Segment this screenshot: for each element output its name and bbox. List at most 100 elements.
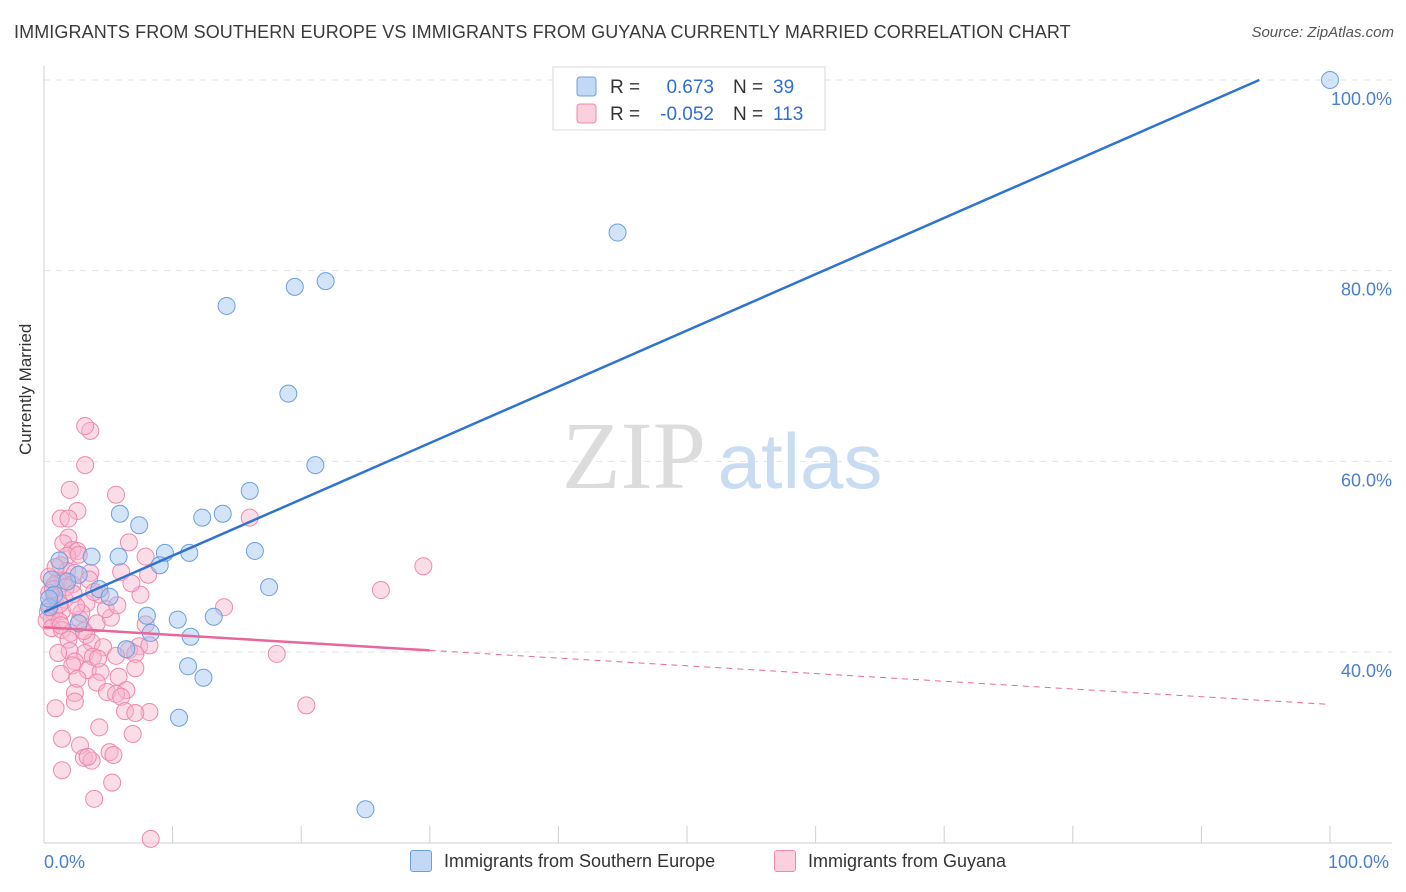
guyana-point (76, 456, 95, 475)
southern-europe-point (69, 565, 88, 584)
guyana-point (81, 421, 100, 440)
guyana-point (60, 480, 79, 499)
southern-europe-point (109, 547, 128, 566)
southern-europe-point (69, 614, 88, 633)
guyana-point (85, 789, 104, 808)
guyana-point (371, 581, 390, 600)
southern-europe-points (40, 71, 1339, 819)
guyana-point (107, 684, 126, 703)
legend-top: R = 0.673 N = 39 R = -0.052 N = 113 (552, 66, 826, 131)
guyana-point (51, 664, 70, 683)
southern-europe-point (110, 504, 129, 523)
southern-europe-point (168, 610, 187, 629)
legend-item-guyana[interactable]: Immigrants from Guyana (774, 850, 1006, 872)
legend-n-label: N = (733, 104, 763, 125)
guyana-point (59, 630, 78, 649)
legend-top-box (552, 66, 826, 131)
southern-europe-point (245, 541, 264, 560)
southern-europe-point (260, 578, 279, 597)
legend-item-southern-europe[interactable]: Immigrants from Southern Europe (410, 850, 715, 872)
legend-r-value: 0.673 (666, 77, 714, 98)
guyana-point (58, 561, 77, 580)
guyana-point (112, 687, 131, 706)
southern-europe-point (82, 547, 101, 566)
southern-europe-point (40, 589, 59, 608)
trend-line-guyana (43, 625, 430, 652)
trend-line-guyana-extension (429, 649, 1331, 705)
guyana-point (89, 649, 108, 668)
y-tick-label: 40.0% (1341, 661, 1392, 681)
southern-europe-point (204, 607, 223, 626)
legend-r-label: R = (610, 77, 640, 98)
y-tick-label: 100.0% (1331, 89, 1392, 109)
guyana-point (46, 699, 65, 718)
watermark: ZIP atlas (562, 402, 882, 509)
guyana-point (51, 616, 70, 635)
southern-europe-point (608, 223, 627, 242)
guyana-point (76, 417, 95, 436)
y-tick-label: 80.0% (1341, 280, 1392, 300)
guyana-point (107, 646, 126, 665)
guyana-point (51, 509, 70, 528)
guyana-point (90, 718, 109, 737)
guyana-point (63, 540, 82, 559)
southern-europe-point (356, 800, 375, 819)
southern-europe-point (130, 516, 149, 535)
guyana-point (297, 696, 316, 715)
legend-n-value: 113 (773, 104, 803, 125)
guyana-point (53, 761, 72, 780)
chart-title: IMMIGRANTS FROM SOUTHERN EUROPE VS IMMIG… (14, 22, 1071, 42)
southern-europe-point (1321, 71, 1339, 89)
southern-europe-point (193, 508, 212, 527)
guyana-point (53, 729, 72, 748)
legend-label-guyana: Immigrants from Guyana (808, 850, 1007, 871)
guyana-point (103, 773, 122, 792)
guyana-point (126, 644, 145, 663)
guyana-point (68, 501, 87, 520)
guyana-point (78, 747, 97, 766)
gridlines (44, 79, 1392, 653)
guyana-point (65, 692, 84, 711)
guyana-point (119, 533, 138, 552)
legend-label-southern-europe: Immigrants from Southern Europe (444, 850, 716, 871)
guyana-point (109, 667, 128, 686)
legend-r-value: -0.052 (660, 104, 714, 125)
legend-n-value: 39 (773, 77, 794, 98)
x-tick-left: 0.0% (44, 852, 86, 872)
guyana-point (59, 509, 78, 528)
southern-europe-point (179, 657, 198, 676)
watermark-atlas: atlas (718, 417, 883, 505)
x-tick-right: 100.0% (1328, 852, 1390, 872)
guyana-point (123, 724, 142, 743)
southern-europe-point (50, 551, 69, 570)
guyana-point (68, 669, 87, 688)
legend-swatch-pink (774, 850, 796, 872)
southern-europe-point (100, 587, 119, 606)
southern-europe-point (117, 640, 136, 659)
guyana-point (60, 642, 79, 661)
legend-top-swatch (576, 76, 597, 97)
y-tick-label: 60.0% (1341, 470, 1392, 490)
southern-europe-point (170, 708, 189, 727)
legend-r-label: R = (610, 104, 640, 125)
legend-swatch-blue (410, 850, 432, 872)
southern-europe-point (58, 572, 77, 591)
axes (43, 66, 1392, 844)
guyana-point (414, 557, 433, 576)
guyana-point (126, 704, 145, 723)
southern-europe-point (217, 296, 236, 315)
southern-europe-point (42, 570, 61, 589)
southern-europe-point (213, 504, 232, 523)
guyana-point (140, 703, 159, 722)
source-label: Source: ZipAtlas.com (1251, 24, 1394, 41)
watermark-zip: ZIP (562, 402, 706, 509)
legend-bottom: Immigrants from Southern Europe Immigran… (0, 850, 1406, 878)
trend-lines (43, 78, 1331, 705)
guyana-point (141, 829, 160, 848)
guyana-point (49, 643, 68, 662)
trend-line-southern-europe (43, 78, 1260, 614)
guyana-points (37, 417, 433, 848)
southern-europe-point (316, 272, 335, 291)
legend-top-swatch (576, 103, 597, 124)
